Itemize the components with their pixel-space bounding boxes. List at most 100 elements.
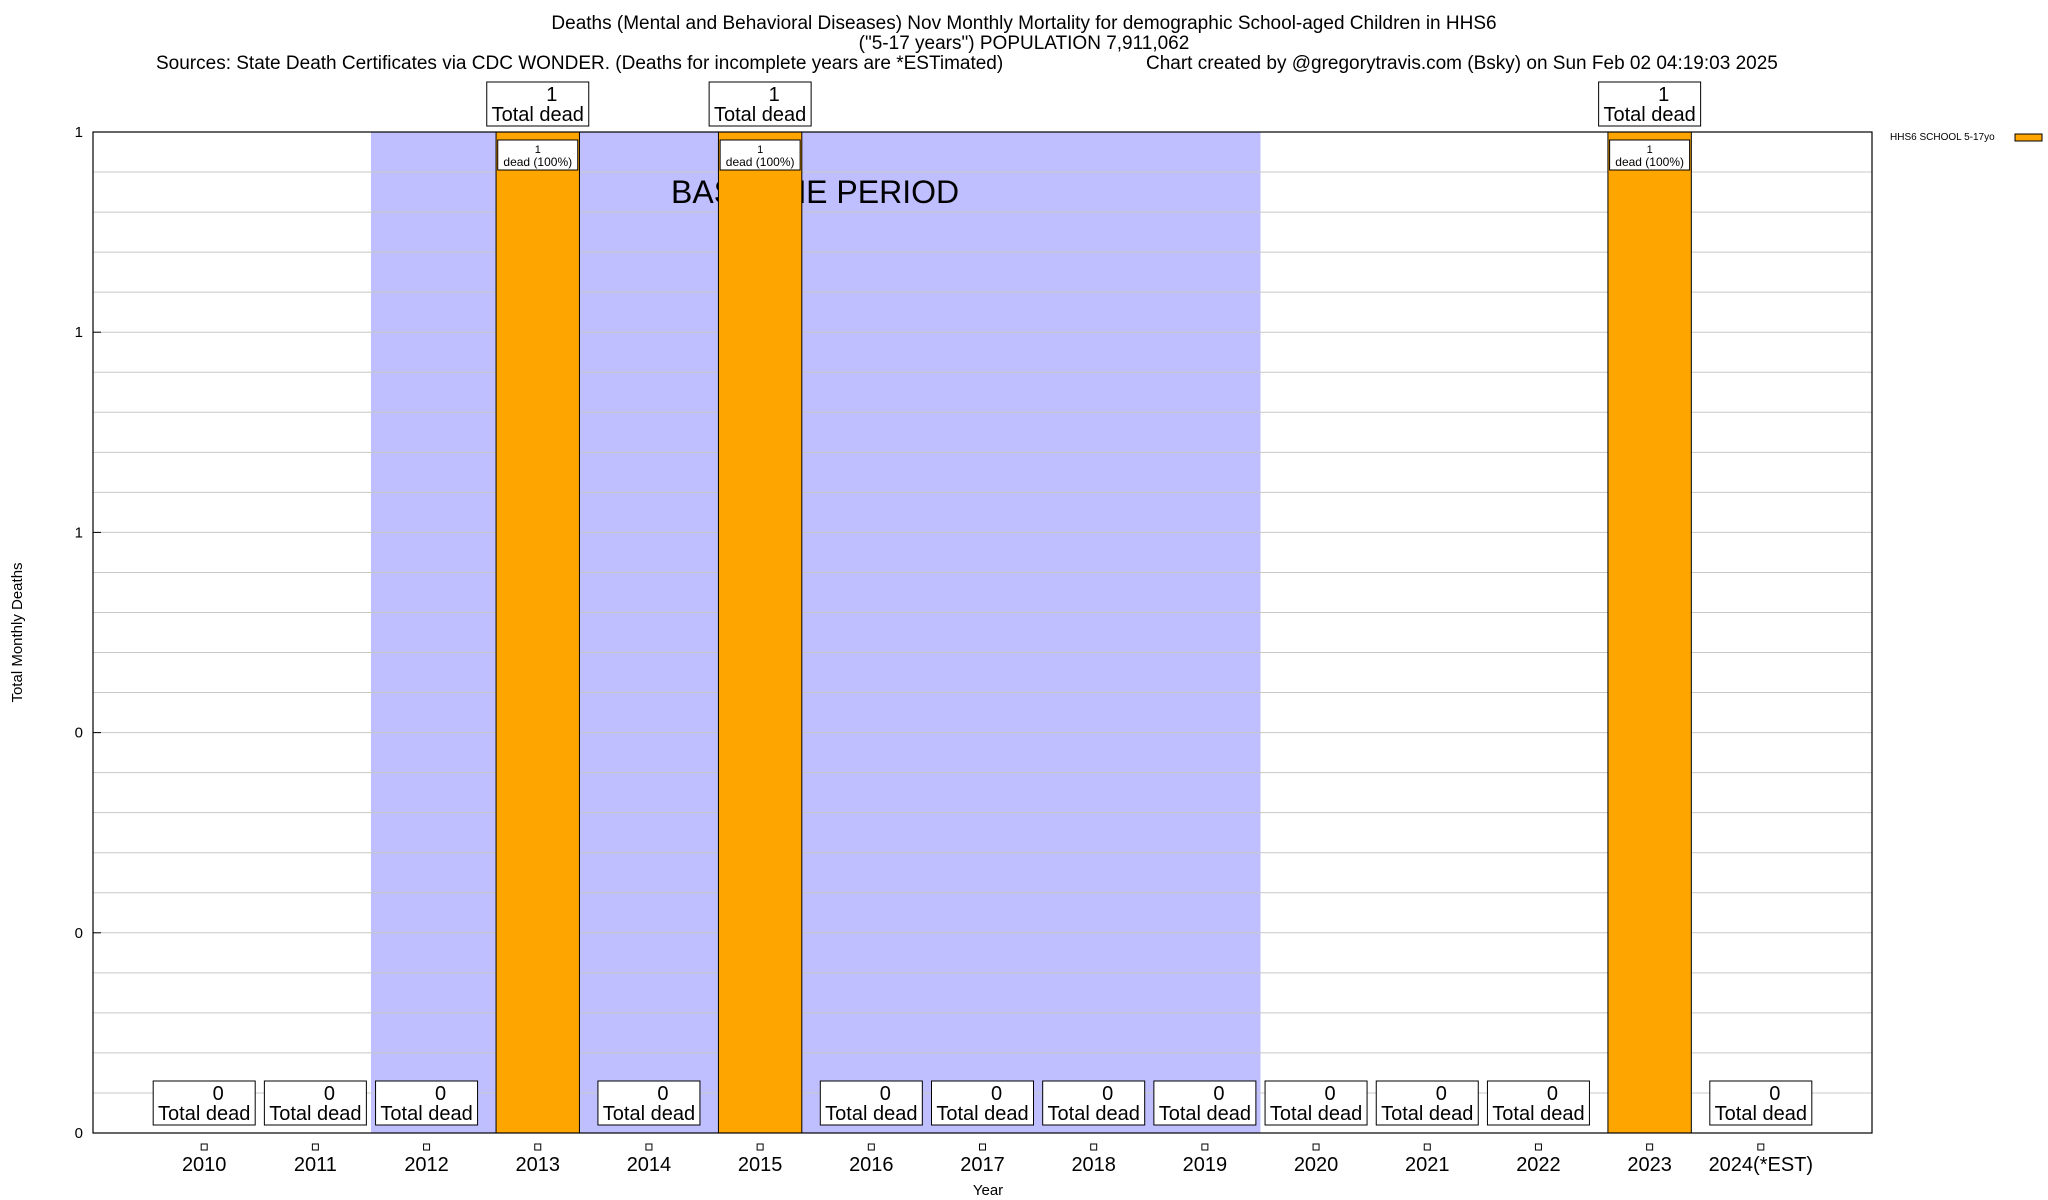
bar-inner-label-value: 1 [535,144,541,156]
total-label-text: Total dead [1715,1103,1807,1125]
baseline-period-label: BASELINE PERIOD [671,174,959,210]
x-marker [1201,1143,1209,1151]
total-label-text: Total dead [1048,1103,1140,1125]
x-marker [423,1143,431,1151]
total-label-value: 0 [1436,1083,1447,1105]
y-tick-label: 0 [75,1125,83,1142]
x-marker [200,1143,208,1151]
y-axis-label: Total Monthly Deaths [9,562,26,702]
total-label-box [708,81,812,127]
total-label-value: 0 [324,1083,335,1105]
x-tick-label: 2019 [1183,1154,1228,1176]
total-label-text: Total dead [1492,1103,1584,1125]
total-label-box [1375,1080,1479,1126]
bar-inner-label: dead (100%) [726,155,795,169]
total-label-value: 0 [1213,1083,1224,1105]
bar-2023 [1607,131,1692,1134]
total-label-value: 0 [1325,1083,1336,1105]
total-label-text: Total dead [492,104,584,126]
total-label-text: Total dead [825,1103,917,1125]
bar-inner-label-value: 1 [757,144,763,156]
bar-inner-label-box [1609,139,1691,171]
total-label-value: 0 [880,1083,891,1105]
total-label-box [152,1080,256,1126]
total-label-text: Total dead [269,1103,361,1125]
total-label-box [1153,1080,1257,1126]
total-label-value: 1 [546,84,557,106]
total-label-value: 0 [1102,1083,1113,1105]
total-label-box [819,1080,923,1126]
y-tick-label: 1 [75,124,83,141]
bar-2015 [717,131,803,1134]
bar-2013 [495,131,580,1134]
bar-inner-label-value: 1 [1647,144,1653,156]
chart-subtitle: ("5-17 years") POPULATION 7,911,062 [858,33,1190,54]
x-tick-label: 2013 [516,1154,561,1176]
chart-credit: Chart created by @gregorytravis.com (Bsk… [1146,53,1778,74]
x-marker [1090,1143,1098,1151]
total-label-text: Total dead [1381,1103,1473,1125]
x-axis-label: Year [973,1182,1003,1199]
total-label-box [597,1080,701,1126]
total-label-value: 1 [769,84,780,106]
total-label-box [1486,1080,1590,1126]
legend-label: HHS6 SCHOOL 5-17yo [1890,132,1995,143]
sources-note: Sources: State Death Certificates via CD… [156,53,1004,74]
y-tick-label: 0 [75,925,83,942]
total-label-text: Total dead [1270,1103,1362,1125]
x-marker [1646,1143,1654,1151]
x-tick-label: 2021 [1405,1154,1450,1176]
total-label-box [375,1080,479,1126]
total-label-box [263,1080,367,1126]
total-label-value: 0 [657,1083,668,1105]
total-label-text: Total dead [1159,1103,1251,1125]
x-marker [1534,1143,1542,1151]
plot-border [92,131,1873,1134]
total-label-box [1042,1080,1146,1126]
y-tick-label: 1 [75,524,83,541]
x-marker [311,1143,319,1151]
total-label-box [931,1080,1034,1126]
x-marker [1312,1143,1320,1151]
total-label-text: Total dead [1603,104,1695,126]
total-label-box [1709,1080,1813,1126]
total-label-value: 0 [991,1083,1002,1105]
total-label-box [486,81,590,127]
bar-inner-label: dead (100%) [1615,155,1684,169]
total-label-text: Total dead [380,1103,472,1125]
y-tick-label: 1 [75,324,83,341]
x-tick-label: 2017 [960,1154,1005,1176]
x-tick-label: 2020 [1294,1154,1339,1176]
total-label-text: Total dead [603,1103,695,1125]
total-label-value: 0 [1769,1083,1780,1105]
x-tick-label: 2015 [738,1154,783,1176]
x-tick-label: 2018 [1071,1154,1116,1176]
total-label-text: Total dead [936,1103,1028,1125]
x-tick-label: 2012 [404,1154,449,1176]
x-marker [534,1143,542,1151]
x-tick-label: 2016 [849,1154,894,1176]
y-tick-label: 0 [75,725,83,742]
x-tick-label: 2014 [627,1154,672,1176]
x-tick-label: 2010 [182,1154,227,1176]
total-label-value: 1 [1658,84,1669,106]
x-tick-label: 2023 [1627,1154,1672,1176]
x-tick-label: 2022 [1516,1154,1561,1176]
total-label-value: 0 [1547,1083,1558,1105]
total-label-text: Total dead [158,1103,250,1125]
total-label-box [1598,81,1702,127]
bar-inner-label-box [719,139,801,171]
total-label-box [1264,1080,1368,1126]
x-marker [1423,1143,1431,1151]
x-marker [867,1143,875,1151]
bar-inner-label-box [497,139,579,171]
x-marker [756,1143,764,1151]
total-label-value: 0 [213,1083,224,1105]
bar-inner-label: dead (100%) [503,155,572,169]
chart-title: Deaths (Mental and Behavioral Diseases) … [551,13,1497,34]
total-label-text: Total dead [714,104,806,126]
x-marker [979,1143,986,1151]
total-label-value: 0 [435,1083,446,1105]
legend-swatch [2014,133,2043,142]
